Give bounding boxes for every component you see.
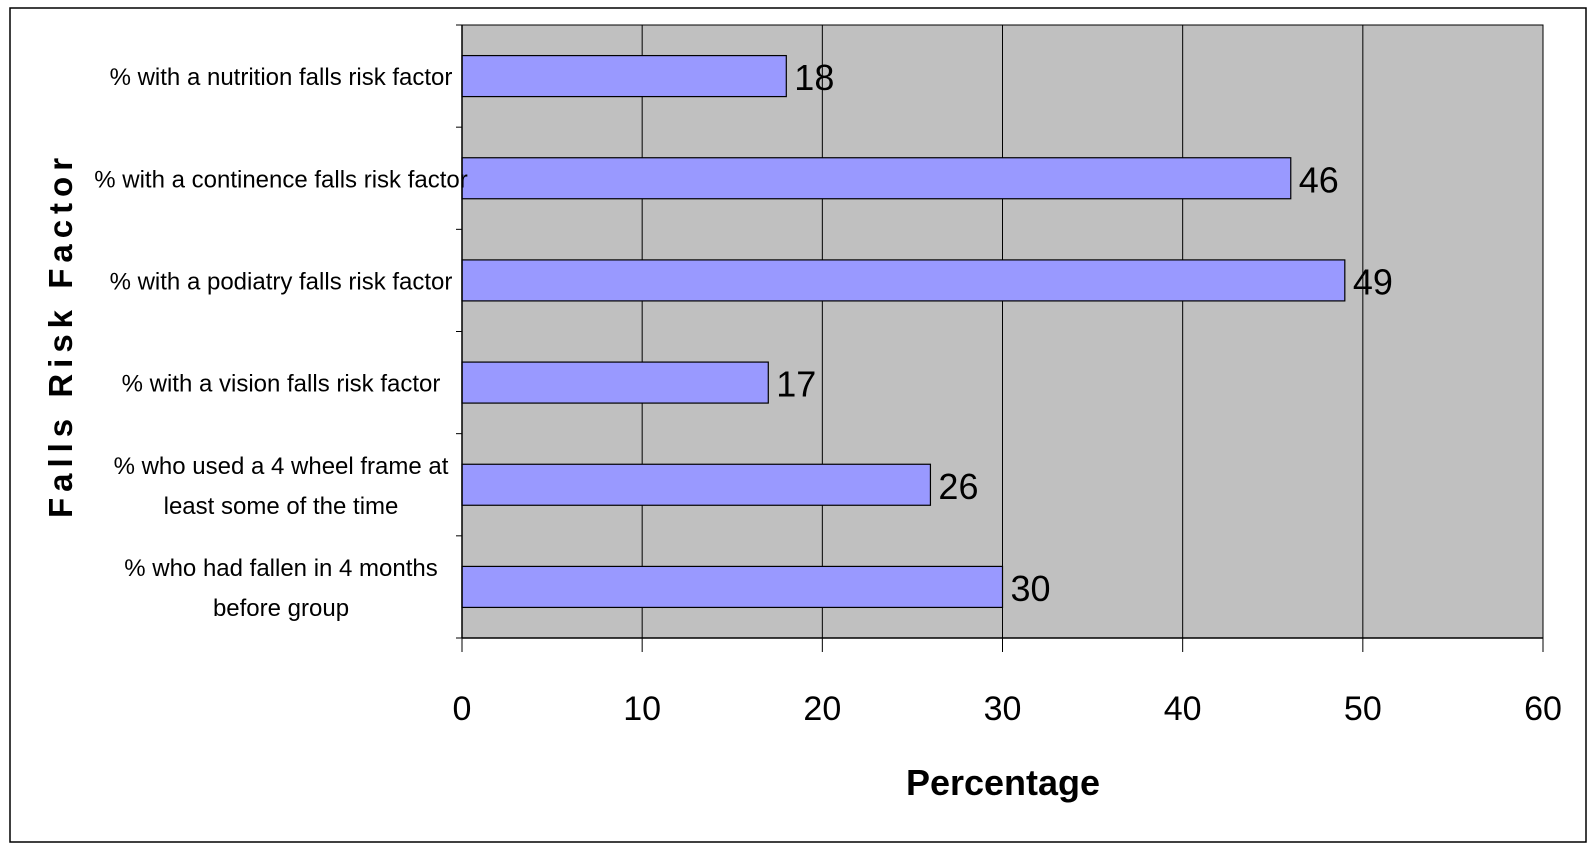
bar <box>461 259 1346 302</box>
category-label: least some of the time <box>164 493 399 520</box>
gridlines <box>641 25 1364 638</box>
x-tick-label: 20 <box>803 690 841 728</box>
category-label: % who used a 4 wheel frame at <box>114 453 449 480</box>
category-label: % with a vision falls risk factor <box>122 371 441 398</box>
bar <box>461 463 932 506</box>
bar <box>461 157 1292 200</box>
bar <box>461 565 1004 609</box>
bar <box>461 54 787 98</box>
labels: 18 % with a nutrition falls risk factor 46… <box>94 57 1393 622</box>
data-label: 49 <box>1353 261 1393 302</box>
x-tick-label: 10 <box>623 690 661 728</box>
y-axis-title: Falls Risk Factor <box>42 152 79 518</box>
axes: 0 10 20 30 40 50 60 <box>453 24 1562 728</box>
bar <box>461 361 769 404</box>
category-label: % who had fallen in 4 months <box>124 555 438 582</box>
category-label: % with a nutrition falls risk factor <box>110 64 453 91</box>
x-tick-label: 40 <box>1164 690 1202 728</box>
data-label: 46 <box>1299 159 1339 200</box>
data-label: 30 <box>1011 568 1051 609</box>
data-label: 18 <box>794 57 834 98</box>
bars <box>461 54 1346 609</box>
x-tick-label: 30 <box>984 690 1022 728</box>
x-tick-label: 0 <box>453 690 472 728</box>
category-label: % with a podiatry falls risk factor <box>110 268 453 295</box>
x-tick-label: 60 <box>1524 690 1562 728</box>
x-axis-title: Percentage <box>906 762 1100 803</box>
x-tick-label: 50 <box>1344 690 1382 728</box>
category-label: before group <box>213 595 349 622</box>
data-label: 26 <box>938 466 978 507</box>
category-label: % with a continence falls risk factor <box>94 166 468 193</box>
data-label: 17 <box>776 364 816 405</box>
